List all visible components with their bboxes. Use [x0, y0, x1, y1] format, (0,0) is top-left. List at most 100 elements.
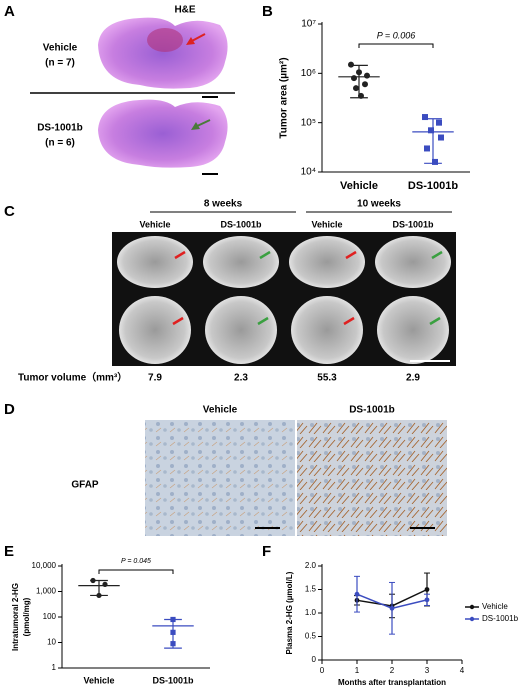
- x-tick-label: 3: [425, 666, 430, 675]
- column-label: DS-1001b: [220, 219, 262, 229]
- data-point: [432, 158, 438, 165]
- y-tick-label: 0.5: [305, 632, 317, 641]
- y-tick-label: 10⁷: [301, 19, 316, 30]
- group-label: DS-1001b: [37, 123, 83, 134]
- ihc-image: [297, 420, 447, 536]
- data-point: [424, 587, 430, 592]
- data-point: [364, 72, 370, 79]
- arrow: [257, 316, 269, 326]
- mri-slice: [203, 236, 279, 288]
- arrow: [259, 250, 271, 260]
- arrow: [174, 250, 186, 260]
- x-tick-label: 0: [320, 666, 325, 675]
- p-value: P = 0.006: [377, 30, 415, 40]
- arrow: [345, 250, 357, 260]
- timepoint-label: 10 weeks: [357, 199, 401, 210]
- x-tick-label: 1: [355, 666, 360, 675]
- legend-marker: [469, 604, 475, 610]
- significance-bracket: [358, 43, 434, 48]
- brain-section: [98, 17, 228, 89]
- data-point: [348, 61, 354, 68]
- column-label: Vehicle: [203, 405, 238, 416]
- volume-label: Tumor volume（mm³）: [18, 371, 127, 384]
- panel-label: A: [4, 3, 15, 20]
- mri-slice: [205, 296, 277, 364]
- mri-arrows: [172, 250, 443, 326]
- mri-slice: [289, 236, 365, 288]
- y-axis-label: (pmol/mg): [22, 597, 31, 636]
- data-point: [428, 127, 434, 134]
- data-point: [354, 591, 360, 597]
- y-tick-label: 10⁵: [301, 117, 316, 128]
- column-label: DS-1001b: [349, 405, 395, 416]
- data-point: [353, 85, 359, 92]
- panel-label: E: [4, 543, 14, 560]
- y-axis-label: Plasma 2-HG (µmol/L): [285, 571, 294, 654]
- y-tick-label: 1.5: [305, 585, 317, 594]
- y-tick-label: 100: [43, 612, 57, 621]
- y-tick-label: 0: [312, 655, 317, 664]
- volume-value: 7.9: [148, 373, 162, 384]
- y-tick-label: 10⁶: [301, 68, 316, 79]
- volume-value: 2.3: [234, 373, 248, 384]
- ihc-image: [145, 420, 295, 536]
- arrow: [431, 250, 443, 260]
- y-tick-label: 1.0: [305, 608, 317, 617]
- legend-label: DS-1001b: [482, 614, 519, 623]
- data-point: [422, 114, 428, 121]
- column-label: DS-1001b: [392, 219, 434, 229]
- group-label: Vehicle: [43, 43, 78, 54]
- legend-label: Vehicle: [482, 602, 508, 611]
- y-tick-label: 1: [52, 663, 57, 672]
- mri-row-axial: [119, 296, 449, 364]
- y-tick-label: 1,000: [36, 587, 57, 596]
- mri-images: [112, 211, 456, 366]
- data-point: [389, 605, 395, 611]
- x-tick-label: Vehicle: [83, 675, 114, 685]
- row-label: GFAP: [71, 480, 99, 491]
- data-point: [362, 81, 368, 88]
- panel-label: B: [262, 3, 273, 20]
- x-tick-label: DS-1001b: [152, 675, 194, 685]
- brain-section: [98, 99, 228, 168]
- x-tick-label: 4: [460, 666, 465, 675]
- x-tick-label: 2: [390, 666, 395, 675]
- panel-label: F: [262, 543, 271, 560]
- stain-label: H&E: [174, 5, 195, 16]
- mri-slice: [377, 296, 449, 364]
- mri-slice: [375, 236, 451, 288]
- p-value: P = 0.045: [121, 558, 151, 565]
- data-point: [351, 75, 357, 82]
- data-point: [424, 597, 430, 603]
- n-label: (n = 6): [45, 138, 75, 149]
- y-axis-label: Intratumoral 2-HG: [11, 583, 20, 651]
- y-tick-label: 10,000: [32, 561, 57, 570]
- data-point: [438, 134, 444, 141]
- column-label: Vehicle: [311, 219, 342, 229]
- y-tick-label: 2.0: [305, 561, 317, 570]
- n-label: (n = 7): [45, 58, 75, 69]
- y-axis-label: Tumor area (µm²): [279, 57, 290, 138]
- panel-label: D: [4, 401, 15, 418]
- arrow: [429, 316, 441, 326]
- arrow: [343, 316, 355, 326]
- y-tick-label: 10: [47, 638, 56, 647]
- mri-slice: [117, 236, 193, 288]
- tumor-region: [147, 28, 183, 52]
- arrow-head: [191, 122, 200, 130]
- volume-value: 2.9: [406, 373, 420, 384]
- mri-row-coronal: [117, 236, 451, 288]
- x-axis-label: Months after transplantation: [338, 678, 446, 687]
- arrow: [172, 316, 184, 326]
- volume-value: 55.3: [317, 373, 337, 384]
- significance-bracket: [98, 569, 174, 574]
- data-point: [436, 119, 442, 126]
- arrow-head: [186, 37, 195, 45]
- mri-slice: [291, 296, 363, 364]
- y-tick-label: 10⁴: [301, 167, 316, 178]
- timepoint-label: 8 weeks: [204, 199, 243, 210]
- x-tick-label: Vehicle: [340, 180, 378, 192]
- x-tick-label: DS-1001b: [408, 180, 458, 192]
